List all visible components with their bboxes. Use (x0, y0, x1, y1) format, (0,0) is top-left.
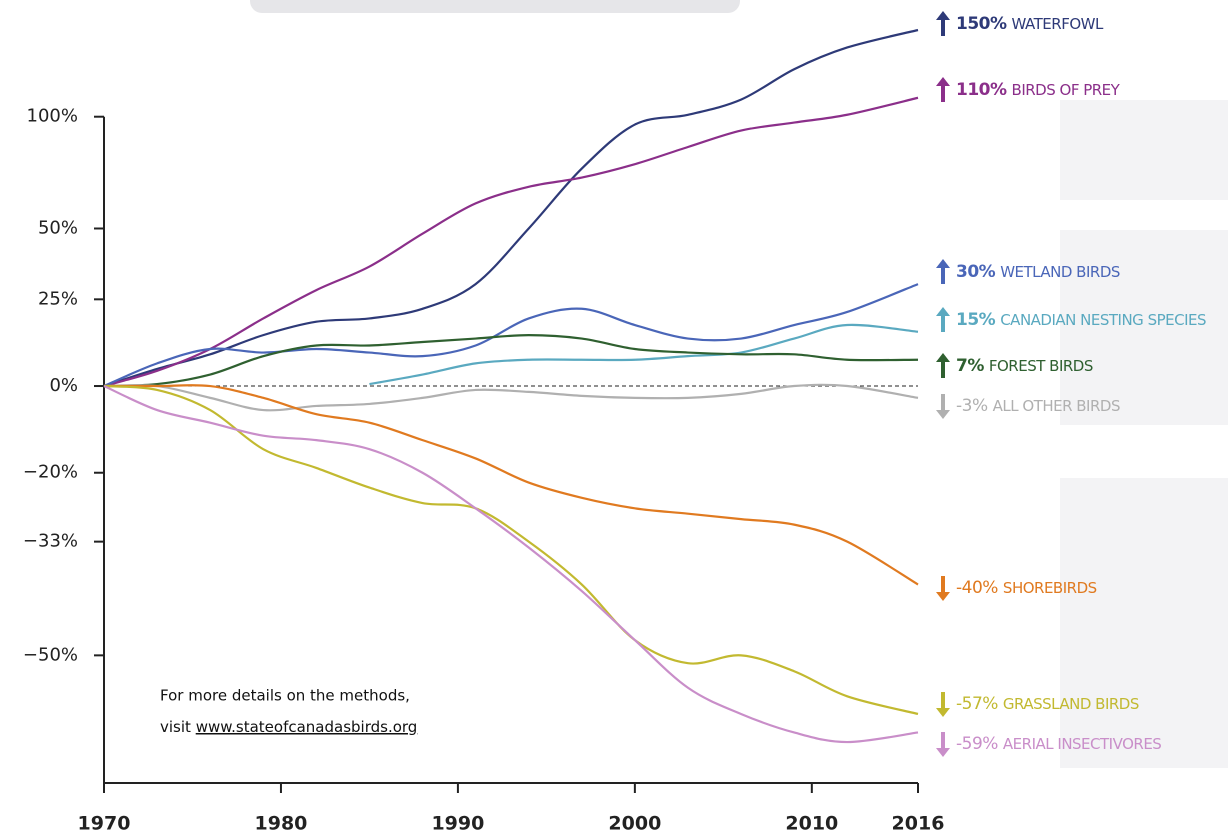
series-name: Forest Birds (989, 357, 1093, 375)
series-line (104, 384, 919, 586)
legend-entry: -3% All Other Birds (956, 396, 1120, 416)
y-tick-label: −33% (23, 531, 78, 552)
note-text: visit (160, 718, 191, 736)
trend-arrow (936, 394, 950, 419)
trend-arrow (936, 307, 950, 332)
change-label: 150% (956, 14, 1007, 34)
series-name: Birds of Prey (1012, 81, 1121, 99)
trend-arrow (936, 11, 950, 36)
y-tick-label: 0% (49, 375, 78, 396)
x-tick-label: 2000 (608, 813, 661, 835)
series-line (369, 323, 919, 386)
change-label: -40% (956, 578, 998, 598)
series-name: Wetland Birds (1000, 263, 1120, 281)
change-label: -57% (956, 694, 998, 714)
series-name: Canadian Nesting Species (1000, 311, 1206, 329)
legend-entry: -59% Aerial Insectivores (956, 734, 1161, 754)
legend-entry: -40% Shorebirds (956, 578, 1097, 598)
note-text: For more details on the methods, (160, 687, 410, 705)
series-name: Waterfowl (1012, 15, 1104, 33)
change-label: -59% (956, 734, 998, 754)
trend-arrow (936, 692, 950, 717)
x-tick-label: 2016 (892, 813, 945, 835)
x-tick-label: 1970 (78, 813, 131, 835)
side-panel (1060, 478, 1228, 768)
legend-entry: -57% Grassland Birds (956, 694, 1139, 714)
series-line (103, 28, 919, 388)
series-line (103, 334, 919, 388)
trend-arrow (936, 732, 950, 757)
trend-arrow (936, 77, 950, 102)
side-panel (1060, 230, 1228, 425)
legend-entry: 30% Wetland Birds (956, 262, 1120, 282)
y-tick-label: 50% (38, 217, 78, 238)
change-label: 7% (956, 356, 984, 376)
y-tick-label: −20% (23, 462, 78, 483)
x-tick-label: 2010 (785, 813, 838, 835)
change-label: 110% (956, 80, 1007, 100)
y-tick-label: −50% (23, 644, 78, 665)
trend-arrow (936, 576, 950, 601)
note-link[interactable]: www.stateofcanadasbirds.org (196, 718, 418, 736)
note-text: visit www.stateofcanadasbirds.org (160, 718, 417, 736)
legend-entry: 7% Forest Birds (956, 356, 1093, 376)
series-name: Shorebirds (1003, 579, 1097, 597)
x-tick-label: 1980 (255, 813, 308, 835)
series-name: All Other Birds (993, 397, 1120, 415)
series-line (103, 385, 919, 744)
change-label: 15% (956, 310, 996, 330)
trend-arrow (936, 353, 950, 378)
y-tick-label: 25% (38, 288, 78, 309)
side-panel (1060, 100, 1228, 200)
legend-entry: 110% Birds of Prey (956, 80, 1121, 100)
change-label: 30% (956, 262, 996, 282)
series-line (103, 383, 919, 412)
series-line (103, 96, 919, 388)
trend-arrow (936, 259, 950, 284)
x-tick-label: 1990 (431, 813, 484, 835)
series-line (103, 283, 919, 388)
series-name: Aerial Insectivores (1003, 735, 1161, 753)
series-line (103, 384, 919, 716)
legend-entry: 150% Waterfowl (956, 14, 1104, 34)
header-bar (250, 0, 740, 13)
series-name: Grassland Birds (1003, 695, 1139, 713)
change-label: -3% (956, 396, 988, 416)
legend-entry: 15% Canadian Nesting Species (956, 310, 1206, 330)
y-tick-label: 100% (27, 106, 78, 127)
